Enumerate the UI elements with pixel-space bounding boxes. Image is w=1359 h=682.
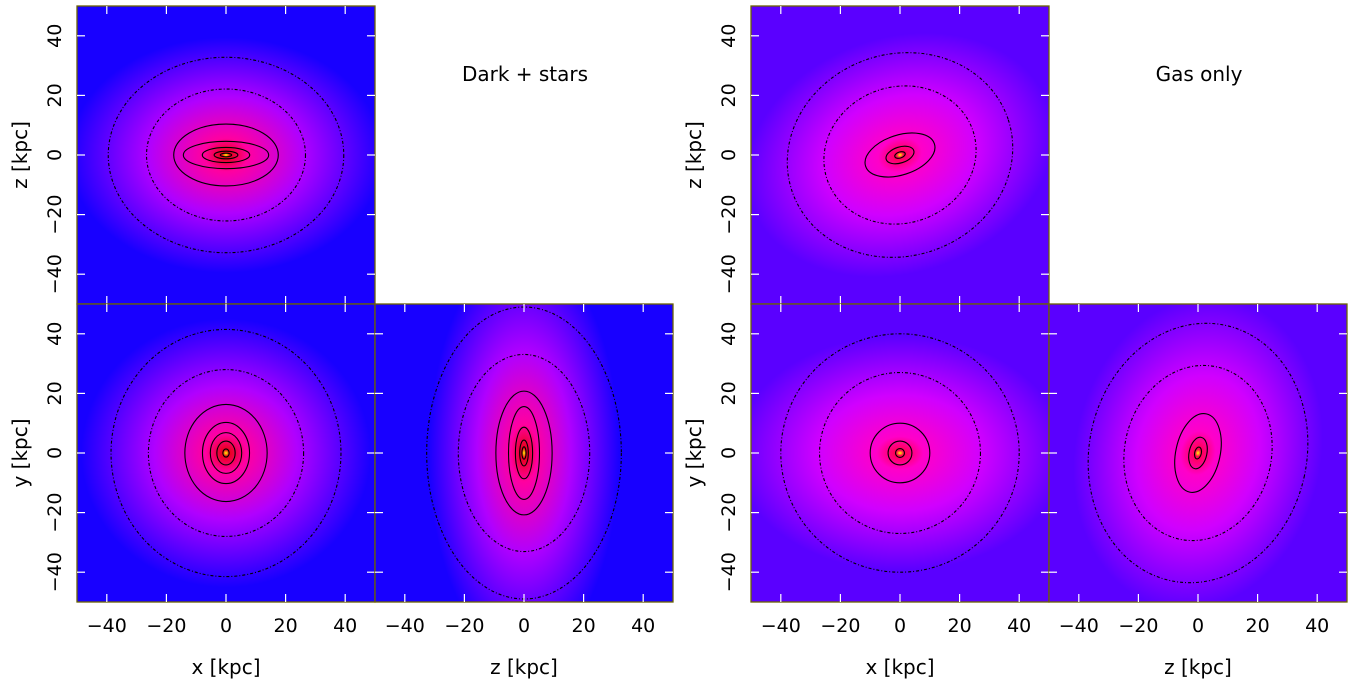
x-tick-label: 20 — [274, 615, 298, 637]
x-tick-label: 0 — [894, 615, 906, 637]
y-tick-label: 40 — [44, 322, 66, 346]
density-field — [41, 16, 411, 293]
y-tick-label: 0 — [718, 149, 740, 161]
y-tick-label: 40 — [44, 24, 66, 48]
x-tick-label: 40 — [333, 615, 357, 637]
panel-gas-xz: −40 −20 0 20 40 z [kpc] — [681, 0, 1118, 344]
y-axis-label: z [kpc] — [8, 121, 32, 189]
y-tick-label: 40 — [718, 24, 740, 48]
y-axis-label: y [kpc] — [8, 418, 32, 487]
x-tick-label: −40 — [761, 615, 801, 637]
figure-0: Dark + stars −40 −20 0 20 40 z [kpc] −40 −20 0 20 4… — [8, 6, 673, 682]
x-tick-label: −20 — [146, 615, 186, 637]
x-tick-label: 0 — [1192, 615, 1204, 637]
y-tick-label: −20 — [718, 195, 740, 235]
y-tick-label: −40 — [44, 552, 66, 592]
x-tick-label: −40 — [1059, 615, 1099, 637]
figure-title: Gas only — [1156, 62, 1243, 86]
panel-gas-zy: −40 −20 0 20 40 z [kpc] — [1018, 241, 1359, 679]
x-tick-label: −20 — [444, 615, 484, 637]
x-tick-label: 0 — [518, 615, 530, 637]
figure-title: Dark + stars — [462, 62, 588, 86]
x-tick-label: 40 — [631, 615, 655, 637]
x-tick-label: 20 — [1246, 615, 1270, 637]
density-field — [412, 213, 636, 682]
y-axis-label: y [kpc] — [682, 418, 706, 487]
x-tick-label: −40 — [385, 615, 425, 637]
x-tick-label: 40 — [1305, 615, 1329, 637]
panel-ds-zy: −40 −20 0 20 40 z [kpc] — [375, 213, 673, 682]
y-tick-label: 40 — [718, 322, 740, 346]
y-tick-label: 0 — [718, 447, 740, 459]
y-tick-label: 0 — [44, 447, 66, 459]
x-axis-label: x [kpc] — [865, 655, 934, 679]
x-tick-label: −40 — [87, 615, 127, 637]
density-field — [56, 295, 396, 611]
panel-ds-xy: −40 −20 0 20 40 −40 −20 0 20 40 y [kpc] x [kpc] — [8, 295, 396, 679]
panel-ds-xz: −40 −20 0 20 40 z [kpc] — [8, 6, 411, 304]
y-tick-label: −20 — [718, 493, 740, 533]
x-tick-label: 40 — [1007, 615, 1031, 637]
x-axis-label: x [kpc] — [191, 655, 260, 679]
panel-gas-xy: −40 −20 0 20 40 −40 −20 0 20 40 y [kpc] x [kpc] — [682, 304, 1094, 679]
x-tick-label: −20 — [820, 615, 860, 637]
y-tick-label: 20 — [718, 381, 740, 405]
x-axis-label: z [kpc] — [1164, 655, 1232, 679]
y-tick-label: −40 — [718, 552, 740, 592]
density-field — [706, 314, 1094, 591]
y-tick-label: −40 — [718, 254, 740, 294]
y-tick-label: 20 — [44, 381, 66, 405]
x-tick-label: 20 — [948, 615, 972, 637]
y-tick-label: −40 — [44, 254, 66, 294]
y-tick-label: −20 — [44, 493, 66, 533]
x-tick-label: 20 — [572, 615, 596, 637]
y-axis-label: z [kpc] — [682, 121, 706, 189]
x-tick-label: 0 — [220, 615, 232, 637]
y-tick-label: 20 — [44, 83, 66, 107]
x-tick-label: −20 — [1118, 615, 1158, 637]
density-field — [681, 0, 1118, 344]
y-tick-label: −20 — [44, 195, 66, 235]
x-axis-label: z [kpc] — [490, 655, 558, 679]
y-tick-label: 0 — [44, 149, 66, 161]
y-tick-label: 20 — [718, 83, 740, 107]
